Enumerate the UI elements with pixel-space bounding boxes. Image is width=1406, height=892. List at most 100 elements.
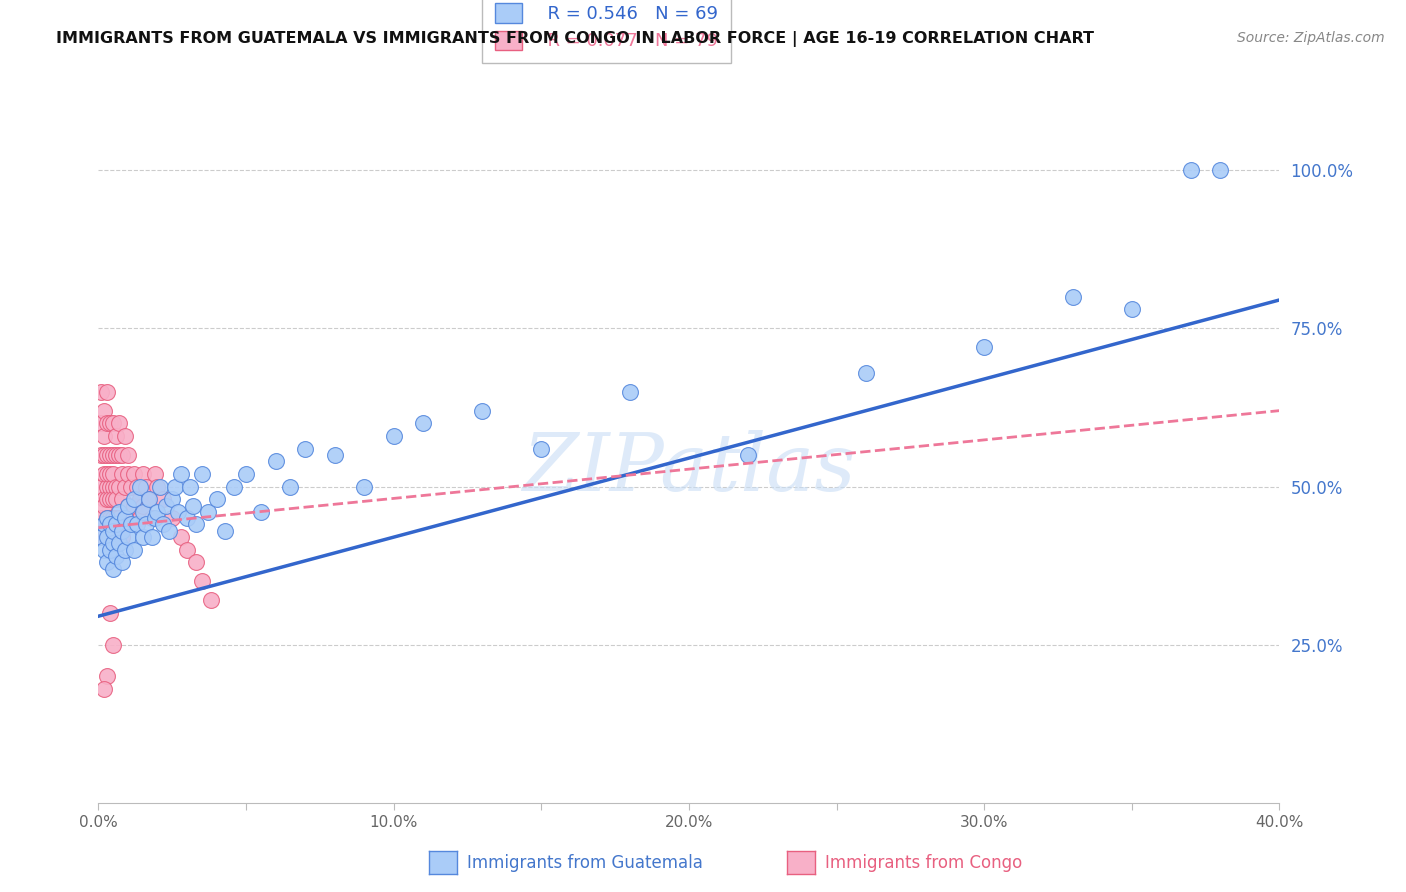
- Point: [184, 517, 207, 532]
- Point: [90, 511, 112, 525]
- Point: [96, 417, 118, 431]
- Point: [96, 384, 118, 399]
- Point: [108, 479, 131, 493]
- Point: [1180, 163, 1202, 178]
- Point: [93, 517, 115, 532]
- Point: [103, 524, 125, 538]
- Point: [167, 505, 190, 519]
- Point: [111, 467, 134, 481]
- Point: [96, 669, 118, 683]
- Point: [98, 467, 121, 481]
- Point: [103, 492, 125, 507]
- Point: [143, 511, 166, 525]
- Point: [93, 467, 115, 481]
- Point: [530, 442, 553, 456]
- Point: [90, 417, 112, 431]
- Point: [122, 542, 145, 557]
- Point: [96, 530, 118, 544]
- Point: [105, 448, 128, 462]
- Text: Immigrants from Guatemala: Immigrants from Guatemala: [467, 854, 703, 871]
- Point: [96, 556, 118, 570]
- Point: [96, 511, 118, 525]
- Point: [93, 492, 115, 507]
- Point: [103, 417, 125, 431]
- Point: [96, 492, 118, 507]
- Point: [191, 467, 214, 481]
- Point: [184, 556, 207, 570]
- Point: [138, 492, 160, 507]
- Point: [280, 479, 302, 493]
- Point: [105, 479, 128, 493]
- Point: [135, 479, 157, 493]
- Point: [152, 517, 174, 532]
- Point: [96, 479, 118, 493]
- Point: [103, 530, 125, 544]
- Point: [93, 429, 115, 443]
- Point: [1062, 290, 1084, 304]
- Point: [103, 536, 125, 550]
- Point: [191, 574, 214, 589]
- Text: Source: ZipAtlas.com: Source: ZipAtlas.com: [1237, 31, 1385, 45]
- Point: [117, 448, 139, 462]
- Point: [105, 517, 128, 532]
- Point: [111, 556, 134, 570]
- Point: [103, 479, 125, 493]
- Point: [111, 530, 134, 544]
- Point: [111, 524, 134, 538]
- Text: IMMIGRANTS FROM GUATEMALA VS IMMIGRANTS FROM CONGO IN LABOR FORCE | AGE 16-19 CO: IMMIGRANTS FROM GUATEMALA VS IMMIGRANTS …: [56, 31, 1094, 47]
- Point: [132, 530, 155, 544]
- Point: [111, 492, 134, 507]
- Point: [224, 479, 246, 493]
- Point: [132, 505, 155, 519]
- Point: [114, 429, 136, 443]
- Point: [619, 384, 641, 399]
- Point: [93, 681, 115, 696]
- Point: [128, 479, 150, 493]
- Point: [1209, 163, 1232, 178]
- Point: [120, 479, 142, 493]
- Point: [105, 549, 128, 563]
- Point: [114, 479, 136, 493]
- Point: [90, 448, 112, 462]
- Point: [157, 524, 180, 538]
- Point: [214, 524, 236, 538]
- Point: [294, 442, 316, 456]
- Point: [108, 505, 131, 519]
- Point: [108, 448, 131, 462]
- Point: [114, 542, 136, 557]
- Legend:   R = 0.546   N = 69,   R = 0.077   N = 79: R = 0.546 N = 69, R = 0.077 N = 79: [482, 0, 731, 63]
- Point: [103, 511, 125, 525]
- Point: [155, 499, 177, 513]
- Point: [108, 511, 131, 525]
- Point: [132, 467, 155, 481]
- Point: [98, 492, 121, 507]
- Point: [128, 511, 150, 525]
- Point: [114, 511, 136, 525]
- Point: [96, 448, 118, 462]
- Point: [105, 429, 128, 443]
- Point: [98, 606, 121, 620]
- Point: [382, 429, 405, 443]
- Point: [176, 542, 198, 557]
- Point: [98, 517, 121, 532]
- Point: [108, 417, 131, 431]
- Point: [98, 542, 121, 557]
- Point: [235, 467, 257, 481]
- Point: [152, 492, 174, 507]
- Point: [98, 448, 121, 462]
- Point: [125, 517, 148, 532]
- Point: [93, 542, 115, 557]
- Text: Immigrants from Congo: Immigrants from Congo: [825, 854, 1022, 871]
- Point: [103, 638, 125, 652]
- Point: [471, 403, 494, 417]
- Text: ZIPatlas: ZIPatlas: [522, 430, 856, 508]
- Point: [128, 492, 150, 507]
- Point: [117, 499, 139, 513]
- Point: [138, 492, 160, 507]
- Point: [98, 417, 121, 431]
- Point: [162, 492, 183, 507]
- Point: [122, 467, 145, 481]
- Point: [105, 492, 128, 507]
- Point: [125, 479, 148, 493]
- Point: [353, 479, 375, 493]
